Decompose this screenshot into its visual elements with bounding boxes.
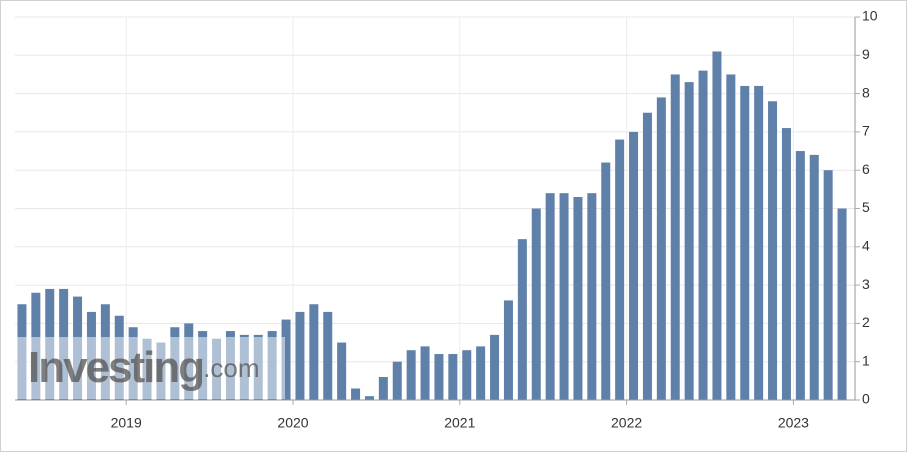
y-tick-label: 3 — [862, 276, 870, 292]
bar — [364, 396, 374, 400]
bar — [670, 74, 680, 400]
bar — [434, 354, 444, 400]
bar — [809, 154, 819, 400]
bar — [768, 101, 778, 400]
bar — [642, 112, 652, 400]
y-tick-label: 9 — [862, 46, 870, 62]
bar — [531, 208, 541, 400]
y-tick-label: 8 — [862, 84, 870, 100]
x-tick-label: 2019 — [111, 415, 142, 431]
bar — [295, 311, 305, 400]
y-tick-label: 0 — [862, 391, 870, 407]
watermark-box — [17, 337, 285, 399]
bar — [323, 311, 333, 400]
bar — [462, 350, 472, 400]
bar — [309, 304, 319, 400]
bar — [281, 319, 291, 400]
bar — [781, 128, 791, 400]
bar — [587, 193, 597, 400]
bar — [823, 170, 833, 400]
bar — [503, 300, 513, 400]
bar — [420, 346, 430, 400]
bar — [698, 70, 708, 401]
y-tick-label: 4 — [862, 238, 870, 254]
bar — [573, 197, 583, 400]
x-tick-label: 2020 — [277, 415, 308, 431]
bar — [559, 193, 569, 400]
bar — [754, 85, 764, 400]
bar — [656, 97, 666, 401]
bar — [740, 85, 750, 400]
bar — [795, 151, 805, 400]
bar — [337, 342, 347, 400]
bar — [726, 74, 736, 400]
y-tick-label: 6 — [862, 161, 870, 177]
watermark: Investing.com — [28, 343, 260, 392]
bar — [837, 208, 847, 400]
bar — [601, 162, 611, 400]
bar — [490, 334, 500, 400]
y-tick-label: 7 — [862, 123, 870, 139]
bar — [629, 131, 639, 400]
bar — [476, 346, 486, 400]
bar — [684, 82, 694, 401]
bar — [351, 388, 361, 400]
bar — [448, 354, 458, 400]
x-tick-label: 2021 — [444, 415, 475, 431]
bar — [378, 377, 388, 400]
bar — [517, 239, 527, 400]
watermark-brand: Investing — [28, 343, 203, 392]
bar — [712, 51, 722, 400]
bar — [392, 361, 402, 400]
watermark-suffix: .com — [203, 353, 259, 383]
x-tick-label: 2022 — [611, 415, 642, 431]
y-tick-label: 5 — [862, 199, 870, 215]
bar — [545, 193, 555, 400]
bar — [406, 350, 416, 400]
bar — [615, 139, 625, 400]
y-tick-label: 1 — [862, 352, 870, 368]
x-tick-label: 2023 — [778, 415, 809, 431]
y-tick-label: 2 — [862, 314, 870, 330]
y-tick-label: 10 — [862, 8, 878, 24]
